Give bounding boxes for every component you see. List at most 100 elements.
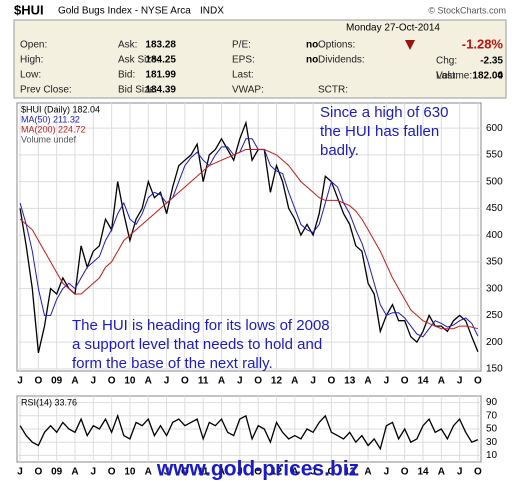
x-tick-label: 13	[344, 467, 356, 478]
series-line	[19, 138, 479, 338]
x-tick-label: O	[108, 467, 116, 478]
x-tick-label: O	[328, 467, 336, 478]
field-label: Bid Size:	[118, 85, 157, 96]
y-tick-label: 30	[486, 437, 498, 448]
x-tick-label: J	[91, 376, 97, 387]
y-tick-label: 500	[486, 176, 503, 187]
x-tick-label: 10	[124, 376, 136, 387]
x-tick-label: O	[401, 467, 409, 478]
field-label: Dividends:	[318, 55, 365, 66]
x-tick-label: O	[34, 376, 42, 387]
x-tick-label: A	[71, 467, 78, 478]
legend-entry: MA(50) 211.32	[21, 114, 80, 124]
x-tick-label: 12	[271, 376, 283, 387]
x-tick-label: J	[237, 376, 243, 387]
x-tick-label: J	[17, 467, 23, 478]
field-value: 183.28	[145, 40, 176, 51]
annotation: a support level that needs to hold and	[72, 336, 322, 353]
x-tick-label: 10	[124, 467, 136, 478]
x-tick-label: J	[310, 467, 316, 478]
field-label: High:	[20, 55, 43, 66]
x-tick-label: A	[145, 467, 152, 478]
x-tick-label: A	[364, 467, 371, 478]
price-panel	[16, 102, 482, 372]
field-label: Ask:	[118, 40, 137, 51]
series-line	[19, 413, 479, 451]
exchange: INDX	[200, 6, 224, 17]
x-tick-label: A	[291, 467, 298, 478]
x-tick-label: O	[34, 467, 42, 478]
x-tick-label: O	[401, 376, 409, 387]
legend-entry: RSI(14) 33.76	[21, 397, 77, 407]
field-label: Last:	[436, 71, 458, 82]
website: www.gold-prices.biz	[156, 458, 359, 481]
field-value: no	[306, 55, 318, 66]
annotation: form the base of the next rally.	[72, 355, 273, 372]
y-tick-label: 350	[486, 257, 503, 268]
y-tick-label: 250	[486, 310, 503, 321]
x-tick-label: O	[474, 376, 482, 387]
x-tick-label: J	[384, 467, 390, 478]
field-value: 0	[497, 71, 503, 82]
y-tick-label: 300	[486, 283, 503, 294]
header-fields: Open: 183.28 Ask: P/E: Options:no Chg: -2.35 Hi…	[20, 40, 503, 96]
x-tick-label: J	[237, 467, 243, 478]
x-tick-label: A	[218, 467, 225, 478]
x-tick-label: O	[181, 376, 189, 387]
field-value: -2.35	[480, 56, 503, 67]
y-tick-label: 550	[486, 150, 503, 161]
legend-entry: MA(200) 224.72	[21, 124, 86, 134]
field-label: Ask Size:	[118, 55, 160, 66]
date: Monday 27-Oct-2014	[346, 23, 440, 34]
x-tick-label: A	[438, 376, 445, 387]
annotation: the HUI has fallen	[320, 123, 439, 140]
legend-entry: Volume undef	[21, 134, 77, 144]
x-tick-label: J	[164, 467, 170, 478]
annotation: Since a high of 630	[320, 104, 448, 121]
field-value: 184.39	[145, 85, 176, 96]
credit: © StockCharts.com	[428, 5, 506, 15]
x-tick-label: J	[91, 467, 97, 478]
y-tick-label: 90	[486, 397, 498, 408]
x-tick-label: J	[310, 376, 316, 387]
x-tick-label: O	[474, 467, 482, 478]
x-tick-label: 11	[198, 467, 209, 478]
x-tick-label: A	[291, 376, 298, 387]
y-tick-label: 10	[486, 450, 498, 461]
annotation: badly.	[320, 142, 359, 159]
series-line	[19, 120, 479, 353]
field-label: Open:	[20, 40, 47, 51]
x-tick-label: O	[108, 376, 116, 387]
x-tick-label: J	[17, 376, 23, 387]
x-tick-label: 09	[51, 376, 63, 387]
x-tick-label: O	[254, 467, 262, 478]
field-value: no	[306, 40, 318, 51]
legend-entry: $HUI (Daily) 182.04	[21, 104, 100, 114]
field-label: Chg:	[436, 56, 457, 67]
field-value: 181.99	[145, 70, 176, 81]
field-label: Last:	[232, 70, 254, 81]
x-tick-label: 14	[417, 376, 429, 387]
field-label: Bid:	[118, 70, 135, 81]
x-tick-label: A	[218, 376, 225, 387]
x-tick-label: A	[145, 376, 152, 387]
down-arrow	[405, 40, 415, 50]
y-tick-label: 70	[486, 410, 498, 421]
field-label: SCTR:	[318, 85, 348, 96]
series-line	[19, 149, 479, 330]
y-tick-label: 400	[486, 230, 503, 241]
header: $HUI Gold Bugs Index - NYSE Arca INDX © …	[13, 2, 507, 99]
field-label: Options:	[318, 40, 355, 51]
y-tick-label: 450	[486, 203, 503, 214]
field-label: P/E:	[232, 40, 251, 51]
field-label: Low:	[20, 70, 41, 81]
x-tick-label: 14	[417, 467, 429, 478]
x-tick-label: 13	[344, 376, 356, 387]
field-value: 184.25	[145, 55, 176, 66]
field-label: Volume:	[436, 71, 472, 82]
x-tick-label: A	[364, 376, 371, 387]
x-tick-label: J	[457, 376, 463, 387]
x-tick-label: O	[328, 376, 336, 387]
